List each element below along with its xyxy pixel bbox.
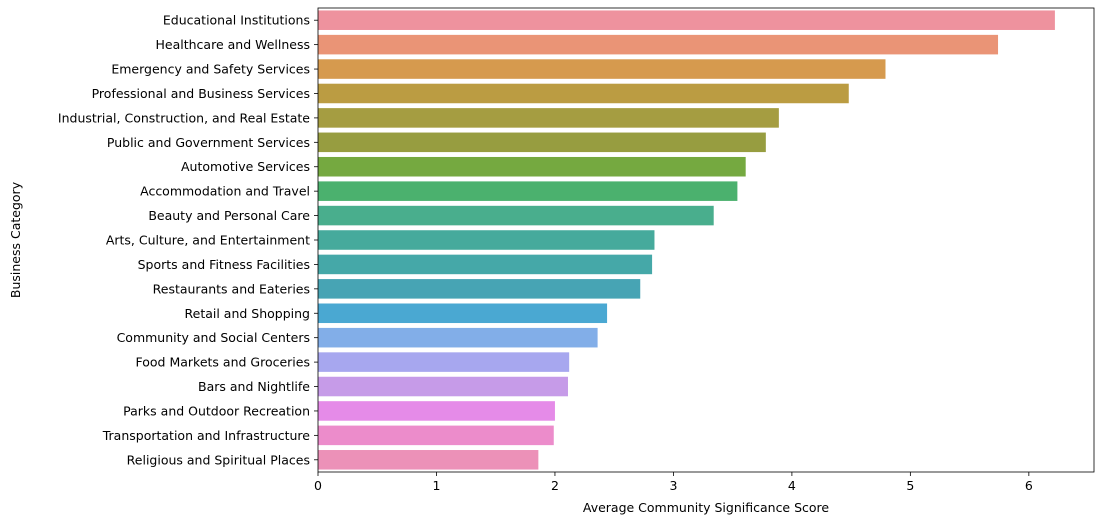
y-axis-ticks: Educational Institutions Healthcare and W… [58,13,318,467]
x-axis-ticks: 0 1 2 3 4 5 6 [314,472,1033,493]
bar-5 [318,108,779,128]
bar-2 [318,34,999,55]
y-tick-label: Sports and Fitness Facilities [138,257,310,272]
y-tick-label: Professional and Business Services [92,86,310,101]
bar-16 [318,376,568,397]
y-tick-label: Beauty and Personal Care [148,208,310,223]
y-tick-label: Automotive Services [181,159,310,174]
bar-13 [318,303,608,324]
bar-18 [318,425,554,446]
bar-9 [318,205,714,226]
y-tick-label: Bars and Nightlife [198,379,310,394]
bar-15 [318,352,570,372]
y-tick-label: Emergency and Safety Services [111,62,310,77]
y-tick-label: Arts, Culture, and Entertainment [106,233,310,248]
bar-7 [318,156,746,177]
y-tick-label: Healthcare and Wellness [156,37,311,52]
bar-6 [318,132,766,153]
y-tick-label: Community and Social Centers [117,330,310,345]
x-tick-label: 6 [1025,478,1033,493]
bar-4 [318,83,849,104]
bar-19 [318,450,539,470]
bar-11 [318,254,653,275]
y-tick-label: Retail and Shopping [185,306,311,321]
bar-1 [318,10,1055,30]
bar-17 [318,401,555,421]
bar-14 [318,327,598,348]
bar-12 [318,279,641,299]
y-tick-label: Accommodation and Travel [140,184,310,199]
x-tick-label: 2 [551,478,559,493]
bar-8 [318,181,738,201]
x-tick-label: 1 [432,478,440,493]
x-tick-label: 5 [906,478,914,493]
y-tick-label: Industrial, Construction, and Real Estat… [58,110,310,125]
y-tick-label: Public and Government Services [107,135,310,150]
x-axis-label: Average Community Significance Score [583,500,830,515]
y-tick-label: Religious and Spiritual Places [127,452,310,467]
bar-3 [318,59,886,79]
x-tick-label: 4 [788,478,796,493]
plot-frame [317,7,1095,473]
bars-group [318,10,1055,470]
x-tick-label: 3 [669,478,677,493]
y-tick-label: Parks and Outdoor Recreation [123,403,310,418]
bar-10 [318,230,655,250]
y-tick-label: Restaurants and Eateries [153,281,310,296]
y-tick-label: Educational Institutions [163,13,310,28]
y-axis-label: Business Category [8,181,23,298]
y-tick-label: Food Markets and Groceries [136,355,310,370]
x-tick-label: 0 [314,478,322,493]
y-tick-label: Transportation and Infrastructure [102,428,311,443]
